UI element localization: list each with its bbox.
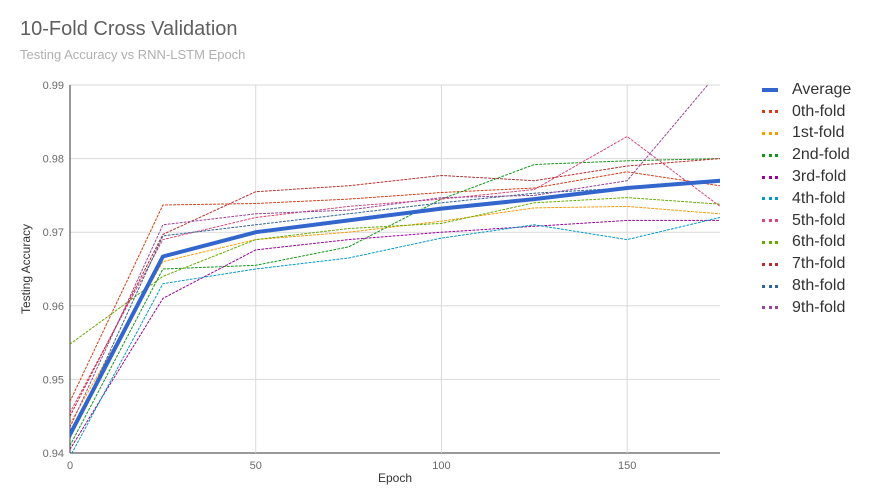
y-tick-label: 0.95 bbox=[43, 374, 64, 386]
y-tick-label: 0.97 bbox=[43, 227, 64, 239]
legend-swatch bbox=[762, 284, 778, 288]
series-line-9th-fold bbox=[70, 85, 709, 428]
legend-item: 3rd-fold bbox=[762, 166, 851, 188]
legend-label: 2nd-fold bbox=[792, 146, 850, 164]
legend-item: 5th-fold bbox=[762, 210, 851, 232]
series-line-4th-fold bbox=[71, 217, 720, 453]
series-line-average bbox=[70, 178, 720, 437]
legend-label: 7th-fold bbox=[792, 255, 846, 273]
legend-label: 5th-fold bbox=[792, 211, 846, 229]
series-line-2nd-fold bbox=[70, 158, 720, 447]
legend-swatch bbox=[762, 110, 778, 114]
legend-item: 0th-fold bbox=[762, 101, 851, 123]
series-line-1st-fold bbox=[70, 205, 720, 425]
legend-label: 1st-fold bbox=[792, 124, 845, 142]
legend-swatch bbox=[762, 306, 778, 310]
y-tick-label: 0.96 bbox=[43, 301, 64, 313]
legend-item: 6th-fold bbox=[762, 232, 851, 254]
chart-subtitle: Testing Accuracy vs RNN-LSTM Epoch bbox=[20, 47, 246, 62]
grid bbox=[69, 84, 720, 454]
legend-label: Average bbox=[792, 80, 852, 98]
legend-item: 2nd-fold bbox=[762, 144, 851, 166]
x-tick-label: 0 bbox=[67, 460, 73, 472]
series-line-3rd-fold bbox=[70, 219, 720, 450]
y-axis-ticks: 0.94 0.95 0.96 0.97 0.98 0.99 bbox=[43, 80, 64, 460]
legend-swatch bbox=[762, 175, 778, 179]
legend: Average 0th-fold 1st-fold 2nd-fold 3rd-fold 4… bbox=[762, 79, 851, 319]
y-tick-label: 0.99 bbox=[43, 80, 64, 92]
legend-swatch bbox=[762, 240, 778, 244]
legend-item: 7th-fold bbox=[762, 253, 851, 275]
x-axis-ticks: 0 50 100 150 bbox=[67, 460, 636, 472]
legend-swatch bbox=[762, 262, 778, 266]
legend-item: Average bbox=[762, 79, 851, 101]
series-line-7th-fold bbox=[70, 158, 720, 417]
x-tick-label: 100 bbox=[432, 460, 450, 472]
legend-swatch bbox=[762, 197, 778, 201]
series-lines bbox=[70, 85, 720, 453]
x-tick-label: 150 bbox=[618, 460, 636, 472]
legend-swatch bbox=[762, 219, 778, 223]
legend-label: 6th-fold bbox=[792, 233, 846, 251]
y-tick-label: 0.98 bbox=[43, 154, 64, 166]
series-line-0th-fold bbox=[70, 171, 720, 402]
legend-label: 3rd-fold bbox=[792, 168, 847, 186]
chart-title: 10-Fold Cross Validation bbox=[20, 18, 238, 40]
y-axis-title: Testing Accuracy bbox=[19, 224, 33, 314]
y-tick-label: 0.94 bbox=[43, 448, 64, 460]
legend-swatch bbox=[762, 87, 778, 92]
legend-item: 4th-fold bbox=[762, 188, 851, 210]
legend-label: 8th-fold bbox=[792, 277, 846, 295]
legend-label: 4th-fold bbox=[792, 189, 846, 207]
legend-label: 9th-fold bbox=[792, 298, 846, 316]
legend-item: 1st-fold bbox=[762, 123, 851, 145]
legend-swatch bbox=[762, 153, 778, 157]
x-axis-title: Epoch bbox=[378, 471, 412, 485]
legend-swatch bbox=[762, 131, 778, 135]
legend-label: 0th-fold bbox=[792, 102, 846, 120]
legend-item: 9th-fold bbox=[762, 297, 851, 319]
legend-item: 8th-fold bbox=[762, 275, 851, 297]
x-tick-label: 50 bbox=[250, 460, 262, 472]
series-line-6th-fold bbox=[70, 197, 720, 345]
series-line-5th-fold bbox=[70, 136, 720, 413]
